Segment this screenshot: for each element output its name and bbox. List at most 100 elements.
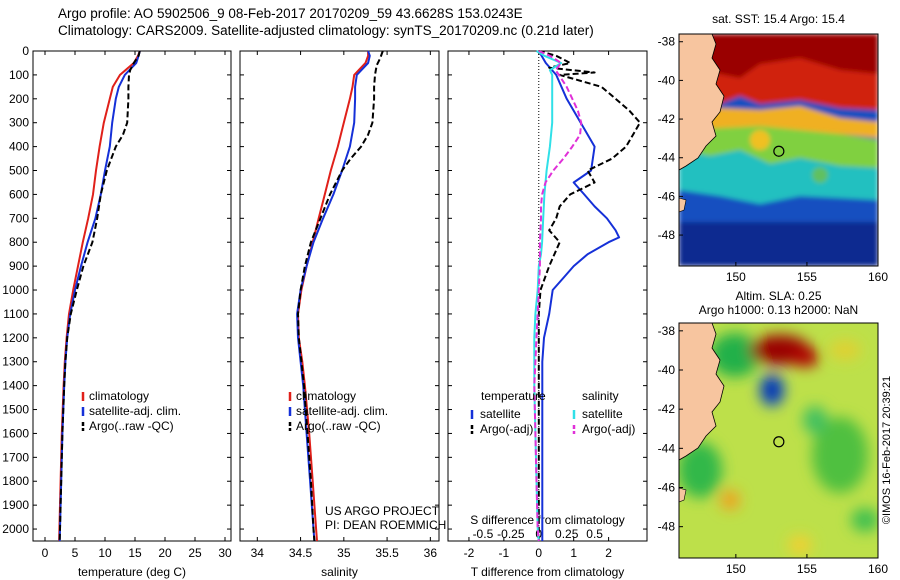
y-tick-label: 1300 xyxy=(2,355,29,369)
credit-text: ©IMOS 16-Feb-2017 20:39:21 xyxy=(881,375,893,525)
series-line-1-1 xyxy=(296,50,371,542)
y-tick-label: 900 xyxy=(9,259,29,273)
series-line-0-2 xyxy=(58,50,141,542)
map-y-tick-label: -44 xyxy=(658,441,676,455)
annotation-text: PI: DEAN ROEMMICH xyxy=(325,518,446,532)
plot-frame-0 xyxy=(32,50,232,542)
chart-title-line-2: Climatology: CARS2009. Satellite-adjuste… xyxy=(58,23,594,38)
x-tick-label: 5 xyxy=(72,546,79,560)
series-line-1-2 xyxy=(297,50,384,542)
credit-label: ©IMOS 16-Feb-2017 20:39:21 xyxy=(880,330,894,570)
x-tick-label: 35 xyxy=(337,546,351,560)
map-y-tick-label: -48 xyxy=(658,520,676,534)
y-tick-label: 1000 xyxy=(2,283,29,297)
sla-map xyxy=(678,322,879,559)
sst-map xyxy=(678,33,879,267)
series-line-0-0 xyxy=(58,50,141,542)
series-line-2-2 xyxy=(533,50,563,542)
map-subtitle: Argo h1000: 0.13 h2000: NaN xyxy=(699,303,858,317)
y-tick-label: 1200 xyxy=(2,331,29,345)
series-line-1-0 xyxy=(297,51,370,542)
map-y-tick-label: -40 xyxy=(658,363,676,377)
map-x-tick-label: 150 xyxy=(726,270,746,284)
map-y-tick-label: -38 xyxy=(658,324,676,338)
y-tick-label: 300 xyxy=(9,116,29,130)
map-y-tick-label: -42 xyxy=(658,112,676,126)
legend-label: Argo(-adj) xyxy=(582,422,635,436)
x-axis-label: salinity xyxy=(321,565,358,579)
y-tick-label: 500 xyxy=(9,164,29,178)
map-x-tick-label: 155 xyxy=(797,270,817,284)
x-tick-label: 30 xyxy=(218,546,232,560)
x-tick-label: 1 xyxy=(570,546,577,560)
map-x-tick-label: 150 xyxy=(726,562,746,576)
y-tick-label: 1100 xyxy=(3,307,29,321)
x-axis-label: temperature (deg C) xyxy=(78,565,186,579)
map-y-tick-label: -48 xyxy=(658,228,676,242)
argo-location-marker xyxy=(773,436,785,448)
y-tick-label: 0 xyxy=(22,44,29,58)
map-y-tick-label: -46 xyxy=(658,189,676,203)
s-diff-tick-label: -0.25 xyxy=(497,527,525,541)
annotation-text: US ARGO PROJECT xyxy=(325,504,440,518)
series-line-2-0 xyxy=(537,50,621,541)
y-tick-label: 2000 xyxy=(2,522,29,536)
s-diff-tick-label: 0.5 xyxy=(586,527,603,541)
map-y-tick-label: -46 xyxy=(658,481,676,495)
legend-label: Argo(-adj) xyxy=(480,422,533,436)
x-tick-label: 10 xyxy=(98,546,112,560)
series-line-2-1 xyxy=(537,50,641,541)
legend-label: climatology xyxy=(296,389,356,403)
x-tick-label: 0 xyxy=(535,546,542,560)
x-tick-label: 35.5 xyxy=(375,546,399,560)
x-axis-label: T difference from climatology xyxy=(471,565,625,579)
legend-label: satellite xyxy=(582,407,623,421)
y-tick-label: 1400 xyxy=(2,379,29,393)
argo-location-marker xyxy=(773,145,785,157)
legend-label: satellite-adj. clim. xyxy=(296,404,388,418)
map-x-tick-label: 160 xyxy=(868,270,888,284)
s-diff-tick-label: -0.5 xyxy=(473,527,494,541)
x-tick-label: 34 xyxy=(251,546,265,560)
plot-frame-1 xyxy=(239,50,440,542)
y-tick-label: 400 xyxy=(9,140,29,154)
map-y-tick-label: -38 xyxy=(658,35,676,49)
legend-label: Argo(..raw -QC) xyxy=(89,419,174,433)
series-line-2-3 xyxy=(533,50,583,542)
legend-heading-temperature: temperature xyxy=(481,389,546,403)
map-title: Altim. SLA: 0.25 xyxy=(735,289,821,303)
y-tick-label: 1500 xyxy=(2,403,29,417)
y-tick-label: 1800 xyxy=(2,474,29,488)
x-tick-label: 36 xyxy=(424,546,438,560)
s-diff-axis-label: S difference from climatology xyxy=(470,513,625,527)
y-tick-label: 600 xyxy=(9,187,29,201)
s-diff-tick-label: 0.25 xyxy=(555,527,579,541)
x-tick-label: -1 xyxy=(499,546,510,560)
x-tick-label: 20 xyxy=(158,546,172,560)
legend-label: climatology xyxy=(89,389,149,403)
map-y-tick-label: -44 xyxy=(658,151,676,165)
legend-label: Argo(..raw -QC) xyxy=(296,419,381,433)
map-title: sat. SST: 15.4 Argo: 15.4 xyxy=(712,12,845,26)
x-tick-label: 34.5 xyxy=(289,546,313,560)
y-tick-label: 1700 xyxy=(2,450,29,464)
map-x-tick-label: 155 xyxy=(797,562,817,576)
x-tick-label: 25 xyxy=(188,546,202,560)
map-x-tick-label: 160 xyxy=(868,562,888,576)
plot-frame-2 xyxy=(447,50,648,542)
y-tick-label: 100 xyxy=(9,68,29,82)
x-tick-label: 15 xyxy=(128,546,142,560)
legend-label: satellite-adj. clim. xyxy=(89,404,181,418)
x-tick-label: 2 xyxy=(605,546,612,560)
legend-heading-salinity: salinity xyxy=(582,389,619,403)
legend-label: satellite xyxy=(480,407,521,421)
map-y-tick-label: -42 xyxy=(658,402,676,416)
y-tick-label: 800 xyxy=(9,235,29,249)
y-tick-label: 1900 xyxy=(2,498,29,512)
map-y-tick-label: -40 xyxy=(658,73,676,87)
x-tick-label: -2 xyxy=(464,546,475,560)
chart-title-line-1: Argo profile: AO 5902506_9 08-Feb-2017 2… xyxy=(58,6,523,21)
x-tick-label: 0 xyxy=(42,546,49,560)
